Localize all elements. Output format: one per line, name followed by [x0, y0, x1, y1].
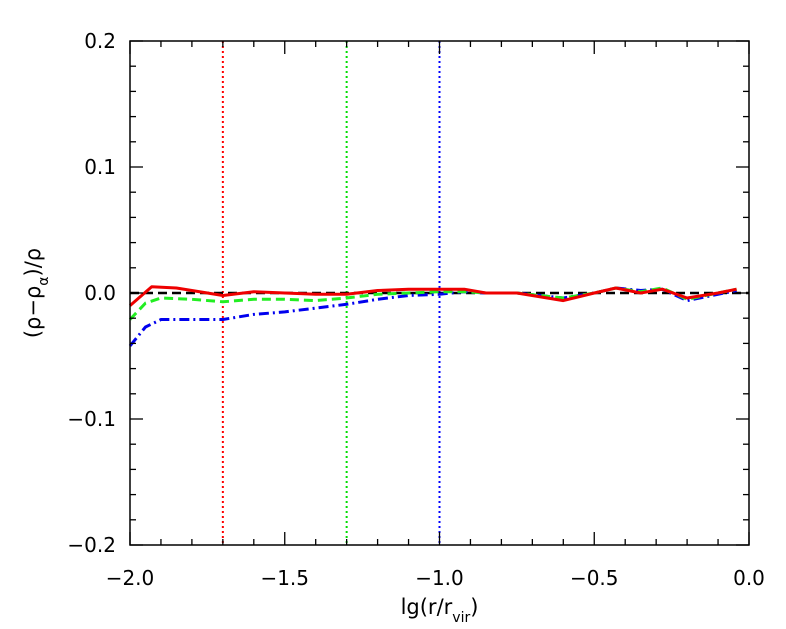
x-tick-label: −0.5: [570, 566, 619, 590]
tick-labels: −2.0 −1.5 −1.0 −0.5 0.0 −0.2 −0.1 0.0 0.1 0.2: [67, 29, 764, 590]
x-axis-label: lg(r/rvir): [401, 595, 479, 626]
series-line-0: [129, 285, 737, 307]
series-line-1: [128, 286, 737, 321]
x-tick-label: −2.0: [106, 566, 155, 590]
y-tick-label: −0.1: [67, 407, 116, 431]
series-line-2: [128, 286, 737, 347]
x-tick-label: −1.5: [260, 566, 309, 590]
y-tick-label: 0.1: [84, 155, 116, 179]
plot-content: [128, 41, 749, 545]
axis-ticks: [129, 40, 750, 546]
y-axis-label: (ρ−ρα)/ρ: [21, 248, 52, 338]
y-tick-label: 0.2: [84, 29, 116, 53]
x-tick-label: −1.0: [415, 566, 464, 590]
x-tick-label: 0.0: [733, 566, 765, 590]
y-tick-label: 0.0: [84, 281, 116, 305]
y-tick-label: −0.2: [67, 533, 116, 557]
